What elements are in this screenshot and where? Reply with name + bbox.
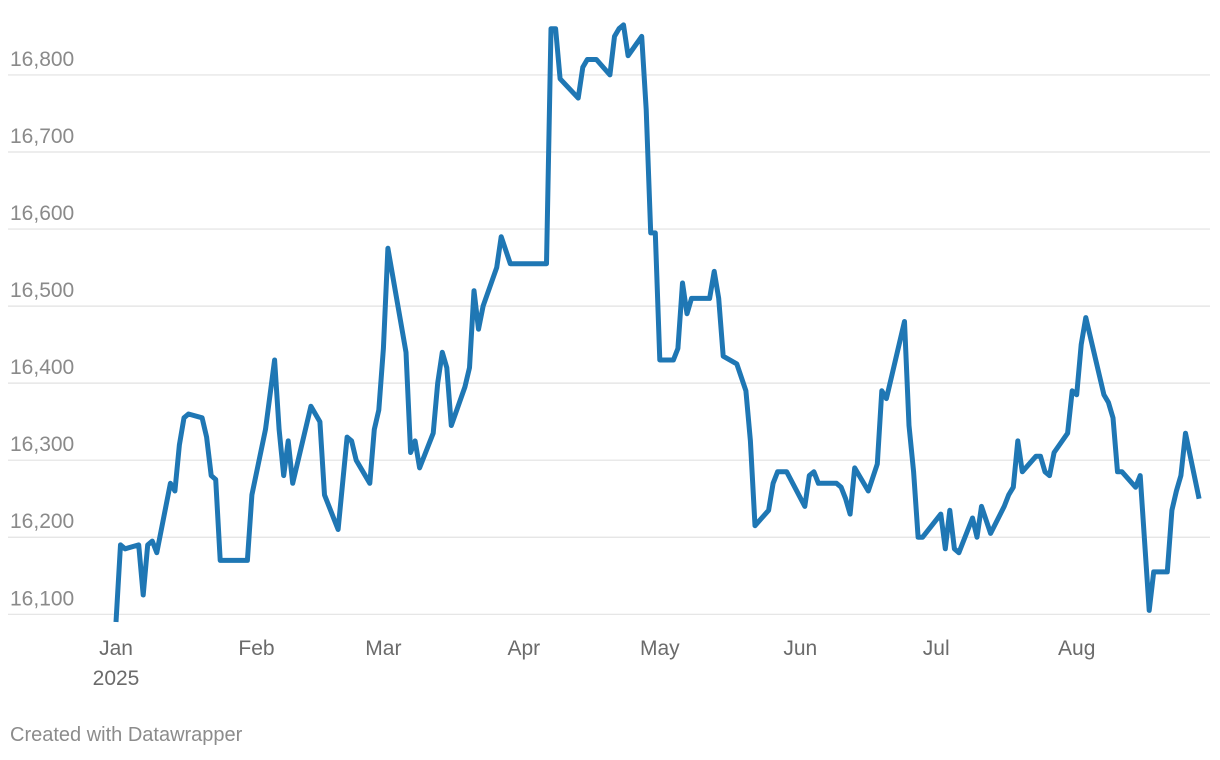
x-axis: Jan 2025 Feb Mar Apr May Jun Jul Aug bbox=[93, 637, 1096, 690]
y-tick-label: 16,200 bbox=[10, 510, 74, 533]
y-tick-label: 16,100 bbox=[10, 587, 74, 610]
series-layer bbox=[113, 22, 1202, 623]
x-tick-sublabel: 2025 bbox=[93, 667, 140, 690]
series-line bbox=[113, 22, 1202, 623]
x-tick-label: Jul bbox=[923, 637, 950, 660]
x-tick-label: Jan bbox=[99, 637, 133, 660]
x-tick-label: May bbox=[640, 637, 680, 660]
x-tick-label: Jun bbox=[783, 637, 817, 660]
x-tick-label: Mar bbox=[365, 637, 401, 660]
x-tick-label: Feb bbox=[238, 637, 274, 660]
y-tick-label: 16,600 bbox=[10, 202, 74, 225]
x-tick-label: Apr bbox=[508, 637, 541, 660]
y-tick-label: 16,500 bbox=[10, 279, 74, 302]
y-tick-label: 16,300 bbox=[10, 433, 74, 456]
y-tick-label: 16,800 bbox=[10, 48, 74, 71]
y-axis: 16,100 16,200 16,300 16,400 16,500 16,600 16,7… bbox=[10, 48, 74, 610]
y-tick-label: 16,700 bbox=[10, 125, 74, 148]
x-tick-label: Aug bbox=[1058, 637, 1095, 660]
chart-credit: Created with Datawrapper bbox=[10, 724, 243, 746]
y-tick-label: 16,400 bbox=[10, 356, 74, 379]
gridlines bbox=[8, 74, 1210, 615]
